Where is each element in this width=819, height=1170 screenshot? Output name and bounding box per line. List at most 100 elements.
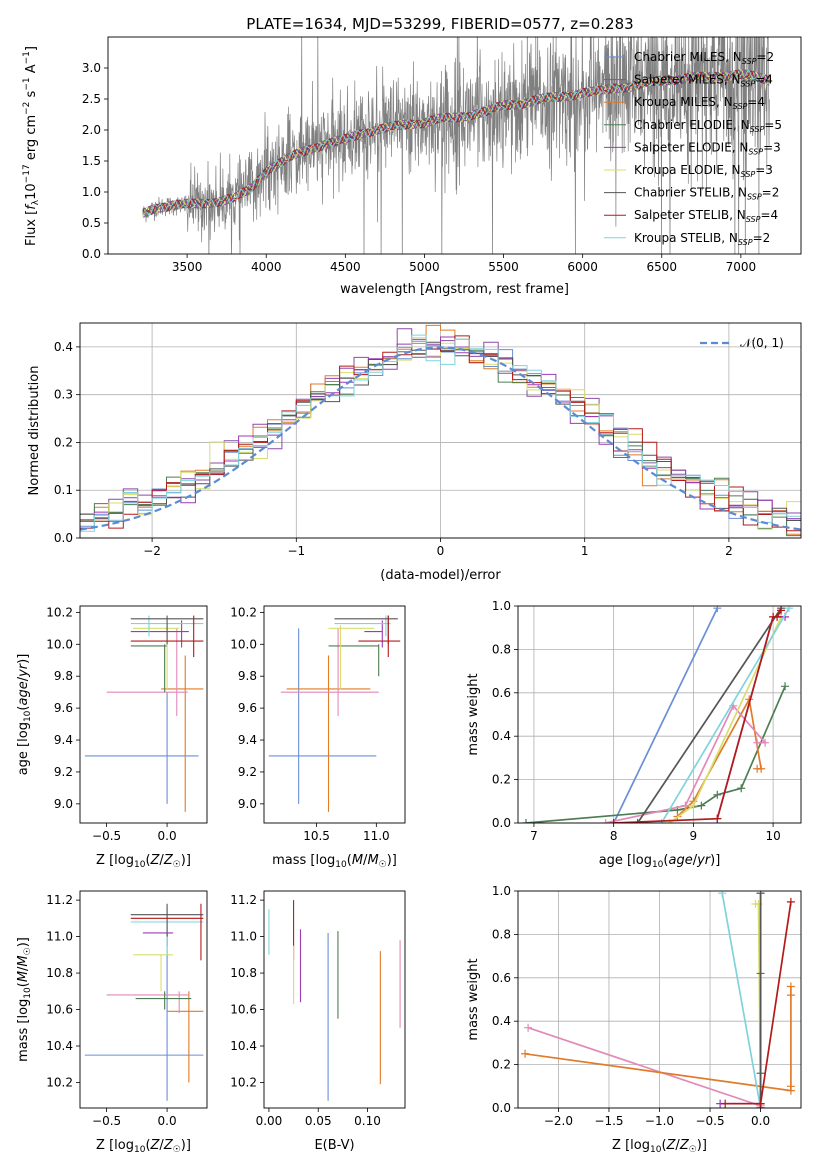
legend-label: Chabrier ELODIE, NSSP=5 [634, 118, 782, 134]
y-tick-label: 0.5 [82, 216, 101, 230]
y-tick-label: 1.0 [82, 185, 101, 199]
x-tick-label: −1.5 [594, 1114, 623, 1128]
y-tick-label: 11.0 [46, 930, 73, 944]
spectrum-lines [142, 37, 770, 254]
model-spectrum [142, 69, 770, 216]
weight-marker [521, 819, 530, 823]
legend-label: 𝒩(0, 1) [740, 336, 784, 350]
residual-histogram [80, 341, 801, 521]
x-tick-label: 10.5 [303, 829, 330, 843]
y-tick-label: 9.4 [238, 733, 257, 747]
observed-spectrum [142, 37, 770, 254]
y-tick-label: 9.2 [238, 765, 257, 779]
x-tick-label: 7000 [726, 260, 757, 274]
x-tick-label: −2.0 [544, 1114, 573, 1128]
residual-histogram [80, 336, 801, 522]
x-tick-label: 5500 [488, 260, 519, 274]
residuals-axes: −2 −1 0 1 2 0.0 0.1 0.2 0.3 0.4 [54, 323, 801, 558]
y-tick-label: 2.5 [82, 92, 101, 106]
weight-marker [718, 891, 727, 898]
x-tick-label: −0.5 [92, 1114, 121, 1128]
y-tick-label: 10.6 [230, 1003, 257, 1017]
weight-line [636, 607, 782, 823]
x-axis-label: E(B-V) [314, 1138, 354, 1153]
spectrum-axes: 3500 4000 4500 5000 5500 6000 6500 7000 0.0 0.5 1.… [82, 61, 756, 274]
y-tick-label: 0.0 [492, 1101, 511, 1115]
y-tick-label: 11.2 [230, 893, 257, 907]
weight-marker [761, 738, 770, 747]
y-tick-label: 9.6 [54, 701, 73, 715]
x-tick-label: 0.0 [158, 829, 177, 843]
weight-line [721, 893, 762, 1108]
x-tick-label: 10 [765, 829, 780, 843]
weight-marker [786, 982, 795, 991]
axes-frame [79, 890, 208, 1109]
residual-histogram [80, 334, 801, 532]
axes-frame [517, 605, 802, 824]
y-tick-label: 0.0 [54, 531, 73, 545]
x-tick-label: 7 [530, 829, 538, 843]
legend-label: Salpeter STELIB, NSSP=4 [634, 208, 778, 224]
legend-label: Kroupa MILES, NSSP=4 [634, 95, 765, 111]
x-tick-label: −1.0 [645, 1114, 674, 1128]
y-tick-label: 10.0 [230, 637, 257, 651]
x-axis-label: Z [log10(Z/Z☉)] [96, 1138, 191, 1155]
mass_vs_ebv-axes: 0.00 0.05 0.10 10.2 10.4 10.6 10.8 11.0 11.2 [230, 893, 381, 1128]
y-tick-label: 10.2 [230, 605, 257, 619]
y-tick-label: 9.0 [54, 797, 73, 811]
x-tick-label: −0.5 [695, 1114, 724, 1128]
model-spectrum [142, 69, 770, 218]
legend-label: Chabrier STELIB, NSSP=2 [634, 186, 779, 202]
x-tick-label: 0.05 [305, 1114, 332, 1128]
y-tick-label: 0.3 [54, 388, 73, 402]
x-tick-label: 11.0 [363, 829, 390, 843]
legend-label: Chabrier MILES, NSSP=2 [634, 50, 774, 66]
weight-marker [713, 814, 722, 823]
weight-line [524, 986, 792, 1092]
x-tick-label: 0.00 [256, 1114, 283, 1128]
x-axis-label: age [log10(age/yr)] [599, 853, 721, 870]
y-axis-label: mass [log10(M/M☉)] [16, 937, 33, 1062]
legend-label: Kroupa ELODIE, NSSP=3 [634, 163, 773, 179]
y-tick-label: 0.2 [54, 435, 73, 449]
y-axis-label: mass weight [466, 958, 481, 1040]
y-tick-label: 0.6 [492, 971, 511, 985]
weight-line [613, 609, 782, 823]
y-tick-label: 10.4 [46, 1039, 73, 1053]
y-tick-label: 10.6 [46, 1003, 73, 1017]
x-tick-label: 4000 [251, 260, 282, 274]
x-tick-label: 5000 [409, 260, 440, 274]
x-tick-label: 8 [610, 829, 618, 843]
x-axis-label: (data-model)/error [380, 568, 501, 583]
age_vs_Z-points [84, 615, 204, 812]
y-tick-label: 3.0 [82, 61, 101, 75]
mass_vs_ebv-points [268, 900, 401, 1101]
y-axis-label: mass weight [466, 673, 481, 755]
weight-marker [713, 606, 722, 613]
y-tick-label: 0.0 [82, 247, 101, 261]
weight-marker [756, 1099, 765, 1108]
weight-marker [777, 606, 786, 615]
weight-line [527, 1026, 762, 1108]
y-tick-label: 10.8 [46, 966, 73, 980]
y-tick-label: 0.8 [492, 927, 511, 941]
y-tick-label: 9.2 [54, 765, 73, 779]
y-tick-label: 9.8 [54, 669, 73, 683]
y-axis-label: Flux [fλ10−17 erg cm−2 s−1 A−1] [22, 46, 41, 246]
x-tick-label: 0.0 [751, 1114, 770, 1128]
x-tick-label: 6500 [646, 260, 677, 274]
x-axis-label: Z [log10(Z/Z☉)] [612, 1138, 707, 1155]
weight_vs_age-axes: 7 8 9 10 0.0 0.2 0.4 0.6 0.8 1.0 [492, 599, 801, 843]
weight-marker [753, 738, 762, 747]
y-tick-label: 10.8 [230, 966, 257, 980]
y-tick-label: 0.0 [492, 816, 511, 830]
weight-marker [737, 784, 746, 793]
y-tick-label: 2.0 [82, 123, 101, 137]
x-tick-label: 4500 [330, 260, 361, 274]
weight-marker [721, 1099, 730, 1108]
y-tick-label: 1.5 [82, 154, 101, 168]
weight_vs_Z-series [521, 891, 795, 1108]
weight-marker [753, 764, 762, 773]
weight-marker [697, 801, 706, 810]
